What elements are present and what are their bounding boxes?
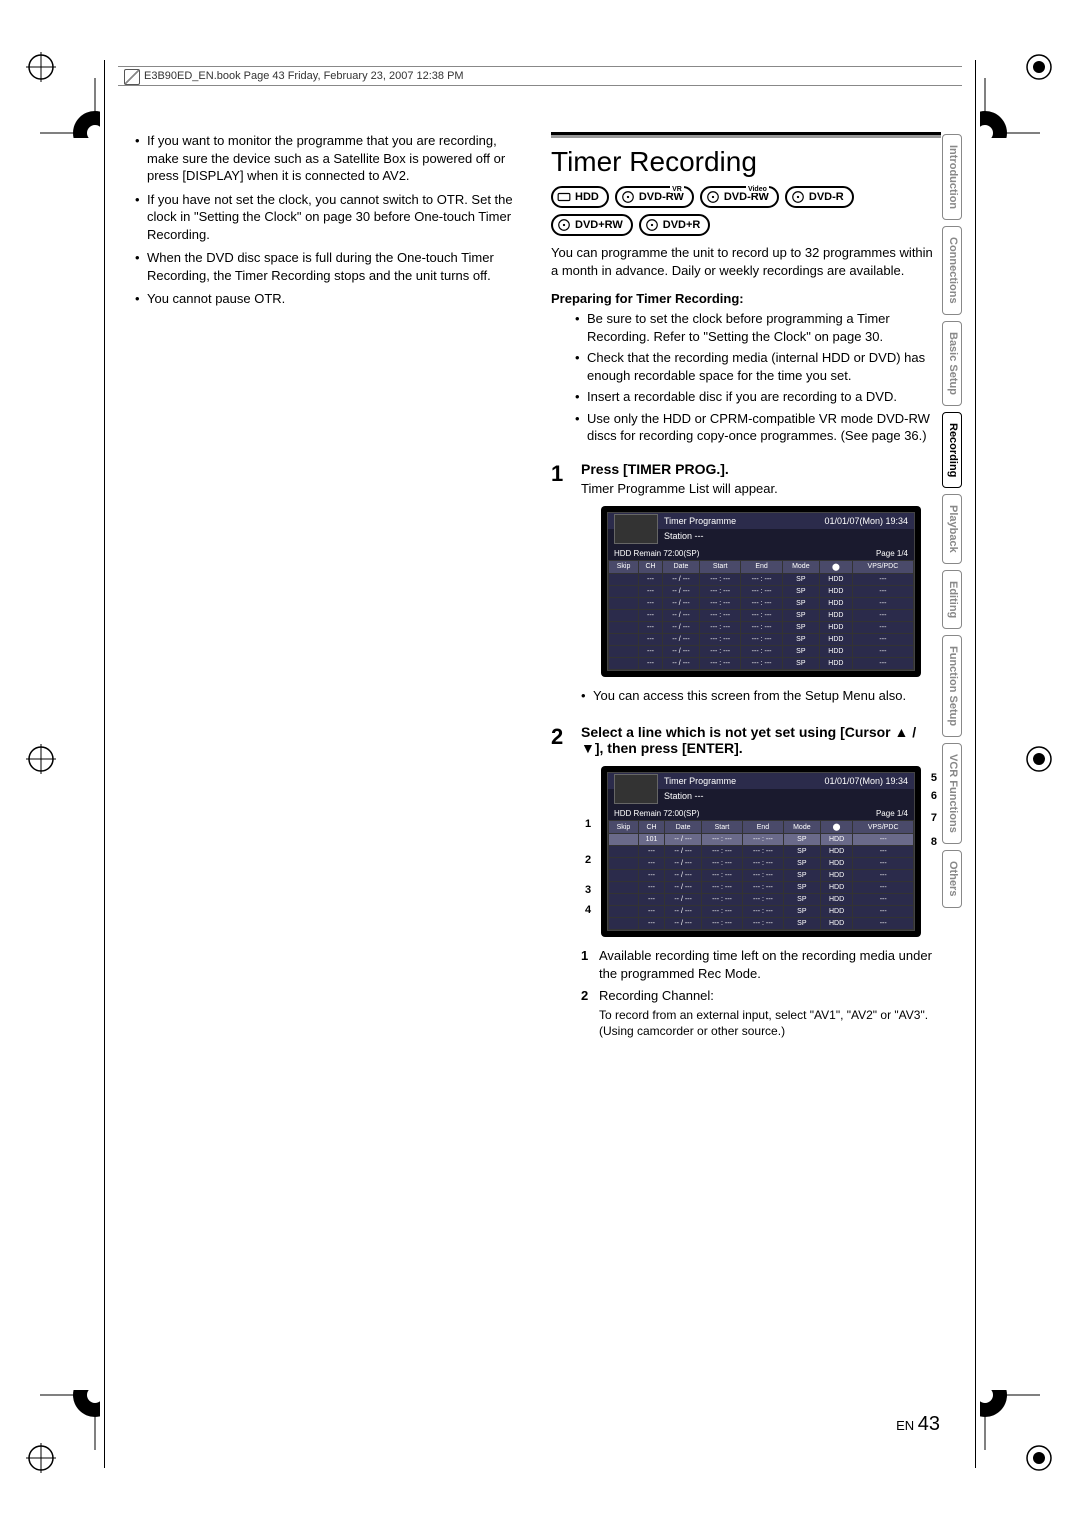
preview-thumbnail bbox=[614, 774, 658, 804]
disc-badge-row: DVD+RW DVD+R bbox=[551, 214, 941, 236]
legend-item: 1Available recording time left on the re… bbox=[581, 947, 941, 982]
callout-5: 5 bbox=[931, 772, 937, 784]
callout-1: 1 bbox=[585, 818, 591, 830]
hdd-remain: HDD Remain 72:00(SP) bbox=[614, 549, 699, 558]
step-1-note: • You can access this screen from the Se… bbox=[581, 687, 941, 705]
page-indicator: Page 1/4 bbox=[876, 549, 908, 558]
page-indicator: Page 1/4 bbox=[876, 809, 908, 818]
legend-item: 2Recording Channel: bbox=[581, 987, 941, 1005]
programme-table: SkipCHDateStartEndMode⬤VPS/PDC----- / --… bbox=[608, 560, 914, 670]
screen-datetime: 01/01/07(Mon) 19:34 bbox=[824, 776, 908, 786]
section-tab: Recording bbox=[942, 412, 962, 488]
section-bar bbox=[551, 132, 941, 138]
crop-mark bbox=[40, 1390, 100, 1450]
disc-badge-row: HDD DVD-RWVR DVD-RWVideo DVD-R bbox=[551, 186, 941, 208]
prep-bullet: •Check that the recording media (interna… bbox=[575, 349, 941, 384]
note-bullet: •If you want to monitor the programme th… bbox=[135, 132, 525, 185]
timer-programme-screen: Timer Programme 01/01/07(Mon) 19:34 Stat… bbox=[601, 506, 921, 677]
section-tab: Connections bbox=[942, 226, 962, 315]
step-1-heading: Press [TIMER PROG.]. bbox=[581, 461, 941, 477]
registration-mark bbox=[1024, 744, 1054, 777]
hdd-remain: HDD Remain 72:00(SP) bbox=[614, 809, 699, 818]
step-2: 2 Select a line which is not yet set usi… bbox=[551, 724, 941, 1039]
registration-mark bbox=[26, 744, 56, 777]
callout-6: 6 bbox=[931, 790, 937, 802]
section-tabs: Introduction Connections Basic Setup Record… bbox=[942, 134, 962, 908]
step-1-text: Timer Programme List will appear. bbox=[581, 481, 941, 496]
crop-mark bbox=[980, 78, 1040, 138]
section-tab: Introduction bbox=[942, 134, 962, 220]
section-tab: VCR Functions bbox=[942, 743, 962, 844]
crop-mark bbox=[980, 1390, 1040, 1450]
screen-title: Timer Programme bbox=[664, 776, 736, 786]
callout-4: 4 bbox=[585, 904, 591, 916]
programme-table: SkipCHDateStartEndMode⬤VPS/PDC101-- / --… bbox=[608, 820, 914, 930]
disc-badge: DVD-RWVideo bbox=[700, 186, 779, 208]
content-area: •If you want to monitor the programme th… bbox=[135, 132, 945, 1039]
page-number: EN 43 bbox=[896, 1413, 940, 1436]
disc-badge: HDD bbox=[551, 186, 609, 208]
step-number: 2 bbox=[551, 724, 571, 1039]
preview-thumbnail bbox=[614, 514, 658, 544]
legend-subtext: To record from an external input, select… bbox=[581, 1008, 941, 1039]
disc-badge: DVD-RWVR bbox=[615, 186, 694, 208]
page-header: E3B90ED_EN.book Page 43 Friday, February… bbox=[118, 66, 962, 86]
note-bullet: •If you have not set the clock, you cann… bbox=[135, 191, 525, 244]
section-tab: Editing bbox=[942, 570, 962, 629]
section-tab: Playback bbox=[942, 494, 962, 564]
prep-heading: Preparing for Timer Recording: bbox=[551, 291, 941, 306]
step-number: 1 bbox=[551, 461, 571, 709]
callout-8: 8 bbox=[931, 836, 937, 848]
prep-bullet: •Be sure to set the clock before program… bbox=[575, 310, 941, 345]
note-bullet: •When the DVD disc space is full during … bbox=[135, 249, 525, 284]
section-tab: Others bbox=[942, 850, 962, 907]
step-2-heading: Select a line which is not yet set using… bbox=[581, 724, 941, 756]
disc-badge: DVD+R bbox=[639, 214, 711, 236]
section-tab: Function Setup bbox=[942, 635, 962, 737]
right-column: Timer Recording HDD DVD-RWVR DVD-RWVideo DV… bbox=[551, 132, 941, 1039]
screen-datetime: 01/01/07(Mon) 19:34 bbox=[824, 516, 908, 526]
section-title: Timer Recording bbox=[551, 146, 941, 178]
disc-badge: DVD-R bbox=[785, 186, 854, 208]
callout-7: 7 bbox=[931, 812, 937, 824]
left-column: •If you want to monitor the programme th… bbox=[135, 132, 525, 1039]
prep-bullet: •Insert a recordable disc if you are rec… bbox=[575, 388, 941, 406]
page-header-text: E3B90ED_EN.book Page 43 Friday, February… bbox=[144, 70, 464, 82]
callout-3: 3 bbox=[585, 884, 591, 896]
screen-title: Timer Programme bbox=[664, 516, 736, 526]
note-bullet: •You cannot pause OTR. bbox=[135, 290, 525, 308]
crop-mark bbox=[40, 78, 100, 138]
step-1: 1 Press [TIMER PROG.]. Timer Programme L… bbox=[551, 461, 941, 709]
intro-paragraph: You can programme the unit to record up … bbox=[551, 244, 941, 279]
callout-2: 2 bbox=[585, 854, 591, 866]
disc-badge: DVD+RW bbox=[551, 214, 633, 236]
prep-bullet: •Use only the HDD or CPRM-compatible VR … bbox=[575, 410, 941, 445]
section-tab: Basic Setup bbox=[942, 321, 962, 406]
